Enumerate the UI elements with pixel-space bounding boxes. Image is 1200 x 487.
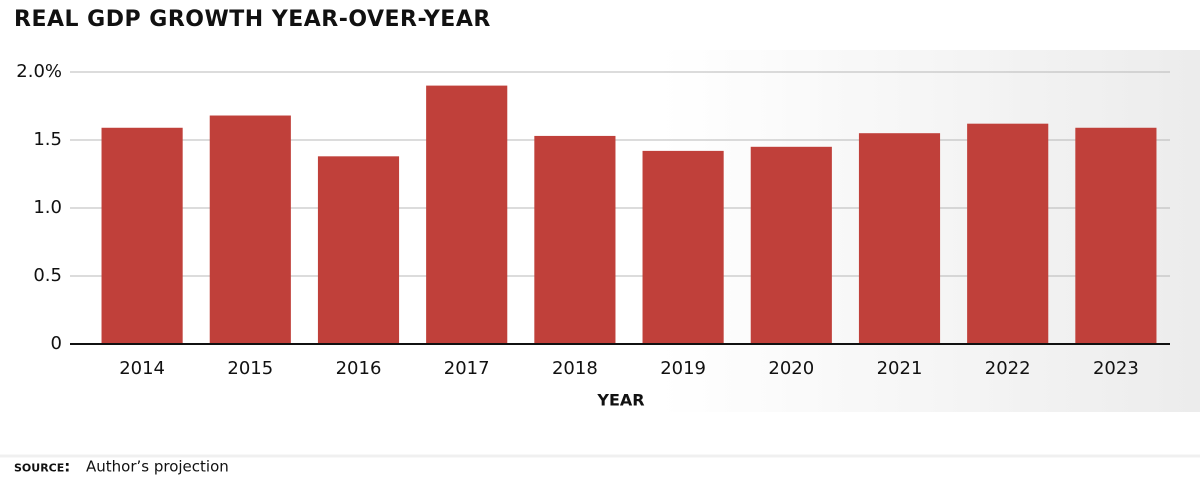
bar bbox=[750, 146, 832, 344]
x-axis-label: YEAR bbox=[596, 391, 644, 410]
bar bbox=[858, 133, 941, 344]
y-tick-label: 0 bbox=[51, 333, 62, 354]
x-tick-label: 2019 bbox=[660, 358, 706, 379]
bar bbox=[967, 123, 1049, 345]
x-tick-label: 2014 bbox=[119, 358, 165, 379]
y-tick-label: 0.5 bbox=[33, 265, 62, 286]
x-tick-label: 2016 bbox=[336, 358, 382, 379]
y-tick-label: 1.5 bbox=[33, 129, 62, 150]
bar bbox=[1075, 127, 1157, 344]
y-tick-label: 1.0 bbox=[33, 197, 62, 218]
x-tick-label: 2021 bbox=[877, 358, 923, 379]
bar bbox=[534, 135, 616, 344]
bar bbox=[642, 150, 724, 344]
x-tick-label: 2023 bbox=[1093, 358, 1139, 379]
source: Author’s projection bbox=[86, 458, 229, 476]
bar bbox=[426, 85, 508, 344]
source-label: source: bbox=[14, 458, 70, 476]
x-tick-label: 2020 bbox=[768, 358, 814, 379]
x-tick-label: 2015 bbox=[227, 358, 273, 379]
chart-title: REAL GDP GROWTH YEAR-OVER-YEAR bbox=[14, 7, 491, 32]
bar bbox=[317, 156, 400, 344]
bar bbox=[101, 127, 183, 344]
x-tick-label: 2022 bbox=[985, 358, 1031, 379]
x-tick-label: 2018 bbox=[552, 358, 598, 379]
x-tick-label: 2017 bbox=[444, 358, 490, 379]
y-tick-label: 2.0% bbox=[16, 61, 62, 82]
bar bbox=[209, 115, 291, 345]
